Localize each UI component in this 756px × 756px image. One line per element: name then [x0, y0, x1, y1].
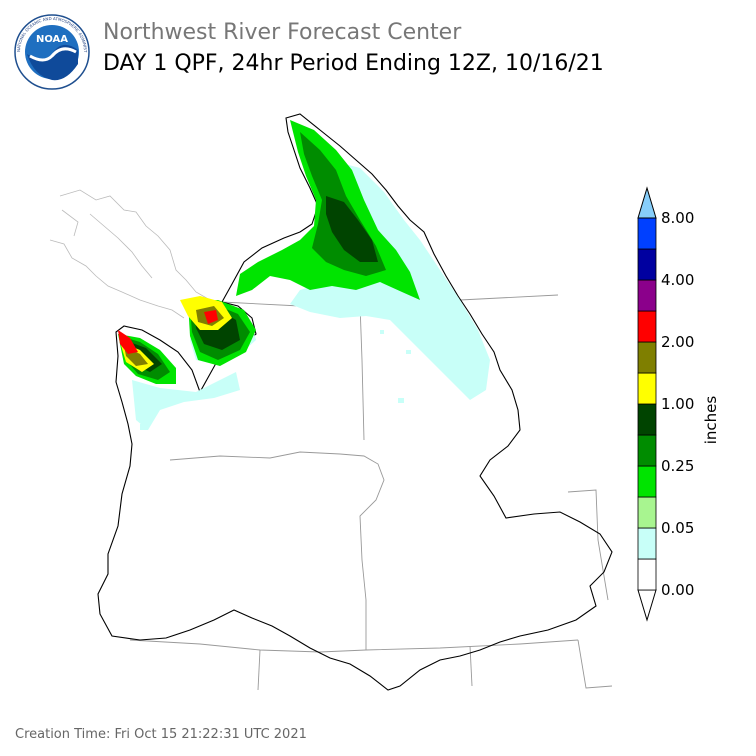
legend-tick-label: 0.05 — [661, 519, 694, 537]
legend-swatch — [637, 558, 657, 591]
legend-arrow-bottom — [637, 589, 657, 622]
legend-swatch — [637, 527, 657, 560]
legend-swatch — [637, 403, 657, 436]
legend-tick-label: 0.00 — [661, 581, 694, 599]
political-borders — [129, 294, 613, 691]
legend-swatch — [637, 279, 657, 312]
legend-tick-label: 4.00 — [661, 271, 694, 289]
legend-swatch — [637, 341, 657, 374]
legend-swatch — [637, 372, 657, 405]
legend-swatch — [637, 465, 657, 498]
legend-swatch — [637, 496, 657, 529]
legend-unit-label: inches — [702, 396, 720, 445]
logo-text: NOAA — [36, 34, 68, 45]
legend-tick-label: 0.25 — [661, 457, 694, 475]
legend-swatch — [637, 248, 657, 281]
legend-tick-label: 2.00 — [661, 333, 694, 351]
legend-tick-label: 8.00 — [661, 209, 694, 227]
precip-legend: 8.00 4.00 2.00 1.00 0.25 0.05 0.00 inches — [637, 186, 720, 622]
precip-red-2.50 — [118, 310, 218, 354]
legend-swatch — [637, 217, 657, 250]
canada-coastline — [49, 189, 223, 319]
product-title: DAY 1 QPF, 24hr Period Ending 12Z, 10/16… — [103, 51, 604, 76]
noaa-logo: NOAA NATIONAL OCEANIC AND ATMOSPHERIC AD… — [14, 14, 90, 90]
precip-trace-0.05 — [132, 160, 490, 430]
precip-specks — [140, 330, 411, 430]
legend-arrow-top — [637, 186, 657, 219]
org-title: Northwest River Forecast Center — [103, 20, 462, 45]
legend-swatch — [637, 310, 657, 343]
legend-tick-label: 1.00 — [661, 395, 694, 413]
legend-swatch — [637, 434, 657, 467]
creation-time: Creation Time: Fri Oct 15 21:22:31 UTC 2… — [15, 727, 307, 742]
